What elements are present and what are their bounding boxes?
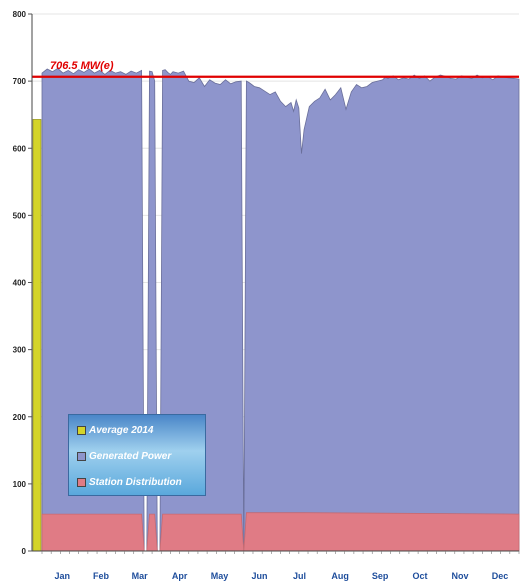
legend-swatch-generated-power [77, 451, 86, 461]
x-month-label: Oct [413, 571, 428, 581]
x-month-label: Nov [452, 571, 469, 581]
station-distribution-area [41, 512, 520, 552]
legend-item-station-distribution: Station Distribution [77, 475, 182, 489]
x-month-label: Jan [55, 571, 71, 581]
x-month-label: Jul [293, 571, 306, 581]
x-month-label: Feb [93, 571, 110, 581]
legend-label-station-distribution: Station Distribution [89, 476, 182, 488]
legend-swatch-average [77, 425, 86, 435]
x-month-label: Mar [132, 571, 149, 581]
y-axis-ticks: 0 100 200 300 400 500 600 700 800 [13, 10, 32, 556]
y-tick-label: 200 [13, 413, 27, 422]
y-tick-label: 700 [13, 77, 27, 86]
x-axis-ticks: Jan Feb Mar Apr May Jun Jul Aug Sep Oct Nov Dec [41, 551, 520, 581]
x-month-label: May [211, 571, 229, 581]
reference-line-label: 706.5 MW(e) [50, 60, 114, 72]
legend-swatch-station-distribution [77, 477, 86, 487]
y-tick-label: 400 [13, 279, 27, 288]
legend-item-generated-power: Generated Power [77, 449, 171, 463]
y-tick-label: 500 [13, 211, 27, 220]
reference-line-layer: 706.5 MW(e) [32, 60, 519, 78]
legend-label-average: Average 2014 [89, 424, 154, 436]
legend-item-average: Average 2014 [77, 423, 154, 437]
legend: Average 2014 Generated Power Station Dis… [68, 414, 206, 496]
y-tick-label: 0 [22, 547, 27, 556]
x-month-label: Dec [492, 571, 509, 581]
y-tick-label: 300 [13, 346, 27, 355]
x-month-label: Sep [372, 571, 389, 581]
average-bar-layer [32, 119, 42, 552]
y-tick-label: 800 [13, 10, 27, 19]
y-tick-label: 600 [13, 144, 27, 153]
x-month-label: Aug [331, 571, 349, 581]
legend-label-generated-power: Generated Power [89, 450, 172, 462]
y-tick-label: 100 [13, 480, 27, 489]
x-month-label: Jun [252, 571, 268, 581]
x-month-label: Apr [172, 571, 188, 581]
average-2014-bar [32, 119, 42, 552]
